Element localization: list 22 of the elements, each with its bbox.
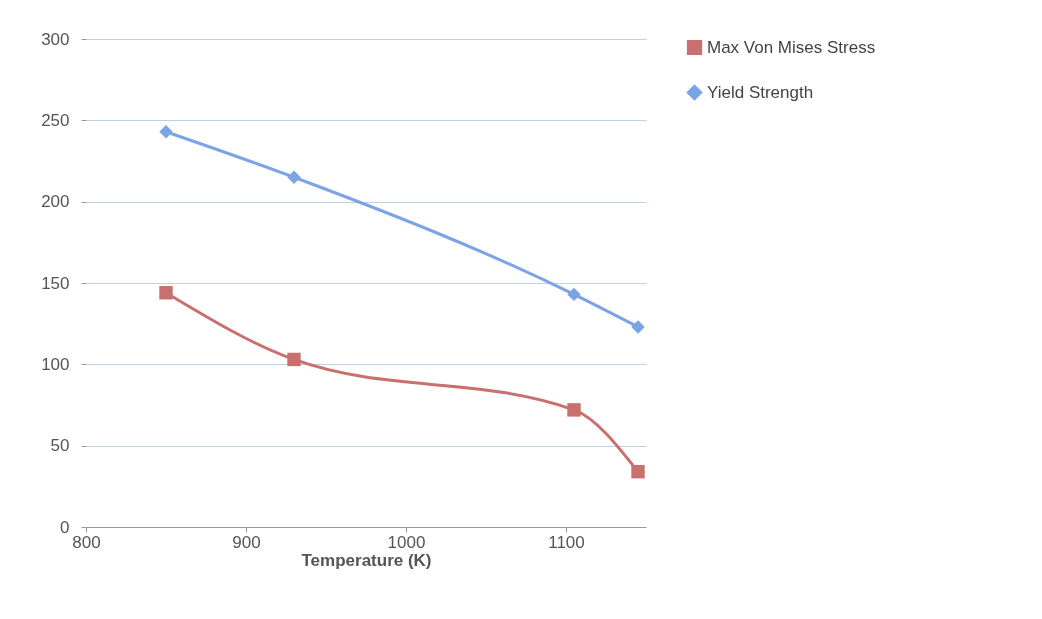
point (159, 286, 173, 300)
y-tick-label: 100 (41, 354, 70, 374)
point (567, 403, 581, 417)
point (631, 464, 645, 479)
y-tick-label: 300 (41, 29, 70, 49)
x-tick-label: 1100 (548, 532, 585, 552)
point (567, 287, 581, 302)
point (631, 320, 645, 334)
x-tick-label: 800 (72, 532, 101, 552)
point (287, 352, 301, 367)
y-tick-label: 200 (41, 192, 70, 212)
y-tick-label: 50 (50, 436, 70, 456)
legend-label: Yield Strength (707, 82, 814, 102)
point (287, 170, 301, 184)
x-tick-label: 1000 (387, 532, 426, 552)
point (159, 125, 173, 139)
y-tick-label: 0 (60, 517, 70, 537)
y-tick-label: 250 (41, 110, 70, 130)
y-tick-label: 150 (41, 273, 70, 293)
x-axis-title: Temperature (K) (301, 550, 432, 570)
legend-label: Max Von Mises Stress (707, 37, 876, 57)
x-tick-label: 900 (232, 532, 261, 552)
